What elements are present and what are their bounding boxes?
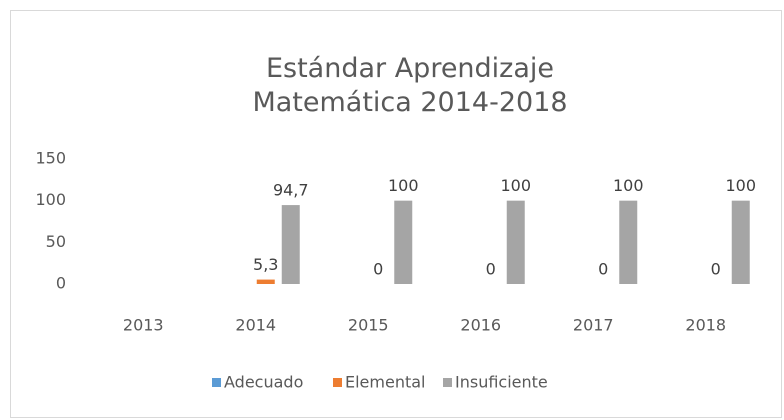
x-tick-label: 2015 (348, 316, 389, 335)
bar (281, 205, 300, 284)
y-tick-label: 100 (35, 190, 66, 209)
value-label: 100 (500, 176, 531, 195)
bar (619, 200, 638, 284)
legend-swatch (333, 378, 342, 387)
bar (731, 200, 750, 284)
value-label: 100 (388, 176, 419, 195)
bar (256, 279, 275, 284)
chart-title: Estándar Aprendizaje Matemática 2014-201… (252, 53, 568, 118)
x-tick-label: 2013 (123, 316, 164, 335)
y-tick-label: 0 (56, 274, 66, 293)
legend-swatch (443, 378, 452, 387)
x-tick-label: 2018 (685, 316, 726, 335)
value-label: 0 (486, 260, 496, 279)
bar (394, 200, 413, 284)
legend-swatch (212, 378, 221, 387)
value-label: 0 (373, 260, 383, 279)
legend-label: Insuficiente (455, 373, 548, 392)
y-tick-label: 50 (46, 232, 66, 251)
legend-label: Elemental (345, 373, 426, 392)
value-label: 5,3 (253, 255, 278, 274)
x-tick-label: 2014 (235, 316, 276, 335)
value-label: 0 (711, 260, 721, 279)
value-label: 94,7 (273, 181, 309, 200)
y-tick-label: 150 (35, 149, 66, 168)
bar (506, 200, 525, 284)
value-label: 100 (613, 176, 644, 195)
x-tick-label: 2016 (460, 316, 501, 335)
legend-label: Adecuado (224, 373, 303, 392)
value-label: 0 (598, 260, 608, 279)
value-label: 100 (725, 176, 756, 195)
x-tick-label: 2017 (573, 316, 614, 335)
chart-border (10, 10, 782, 418)
